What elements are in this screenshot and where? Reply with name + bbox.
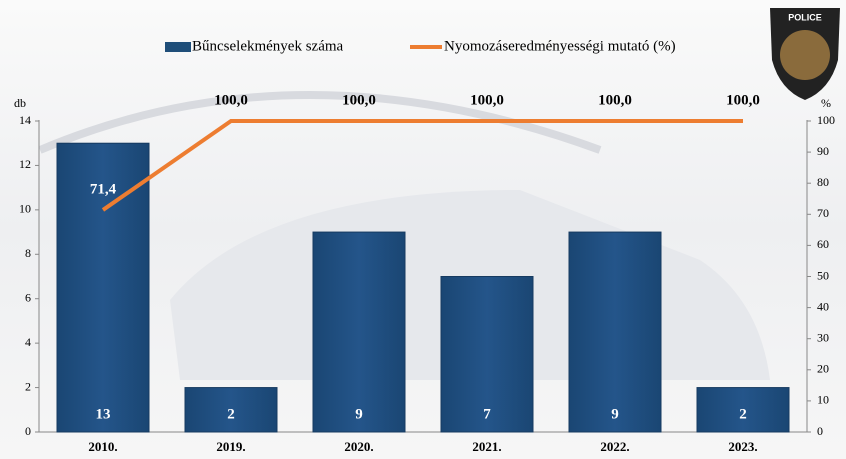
bar-value-label: 13 — [96, 406, 111, 422]
line-value-label: 100,0 — [470, 92, 504, 108]
y2-tick-label: 70 — [817, 206, 829, 220]
y2-tick-label: 80 — [817, 175, 829, 189]
x-tick-label: 2019. — [216, 439, 245, 454]
y-tick-label: 14 — [19, 113, 31, 127]
logo-text: POLICE — [788, 12, 822, 22]
y2-axis-label: % — [821, 96, 831, 110]
y2-tick-label: 40 — [817, 299, 829, 313]
x-tick-label: 2021. — [472, 439, 501, 454]
y-tick-label: 4 — [25, 335, 31, 349]
y-tick-label: 8 — [25, 246, 31, 260]
y2-tick-label: 10 — [817, 393, 829, 407]
x-tick-label: 2023. — [728, 439, 757, 454]
line-value-label: 100,0 — [214, 92, 248, 108]
legend-label: Bűncselekmények száma — [192, 38, 344, 54]
x-tick-label: 2022. — [600, 439, 629, 454]
bar-value-label: 7 — [483, 406, 491, 422]
chart: POLICE db % 0 2 4 6 8 10 12 14 0 10 20 30 40 50 60 70 80… — [0, 0, 846, 459]
bar-value-label: 2 — [227, 406, 235, 422]
x-tick-label: 2020. — [344, 439, 373, 454]
y-tick-label: 6 — [25, 290, 31, 304]
y2-tick-label: 60 — [817, 237, 829, 251]
bar-value-label: 2 — [739, 406, 747, 422]
logo-emblem — [780, 30, 830, 80]
y-tick-label: 2 — [25, 379, 31, 393]
page: POLICE db % 0 2 4 6 8 10 12 14 0 10 20 30 40 50 60 70 80… — [0, 0, 846, 459]
y2-tick-label: 30 — [817, 330, 829, 344]
y-axis-label: db — [14, 96, 26, 110]
line-value-label: 100,0 — [726, 92, 760, 108]
x-tick-label: 2010. — [88, 439, 117, 454]
line-value-label: 71,4 — [90, 181, 117, 197]
y2-tick-label: 50 — [817, 268, 829, 282]
y-tick-label: 12 — [19, 157, 31, 171]
y-tick-label: 0 — [25, 424, 31, 438]
y2-tick-label: 0 — [817, 424, 823, 438]
legend-label: Nyomozáseredményességi mutató (%) — [444, 38, 676, 54]
bar — [313, 232, 405, 432]
line-value-label: 100,0 — [598, 92, 632, 108]
y2-tick-label: 20 — [817, 362, 829, 376]
y2-tick-label: 100 — [817, 113, 835, 127]
legend-swatch — [165, 42, 191, 52]
y-tick-label: 10 — [19, 202, 31, 216]
bar — [569, 232, 661, 432]
y2-tick-label: 90 — [817, 144, 829, 158]
line-value-label: 100,0 — [342, 92, 376, 108]
bar-value-label: 9 — [355, 406, 363, 422]
bar-value-label: 9 — [611, 406, 619, 422]
